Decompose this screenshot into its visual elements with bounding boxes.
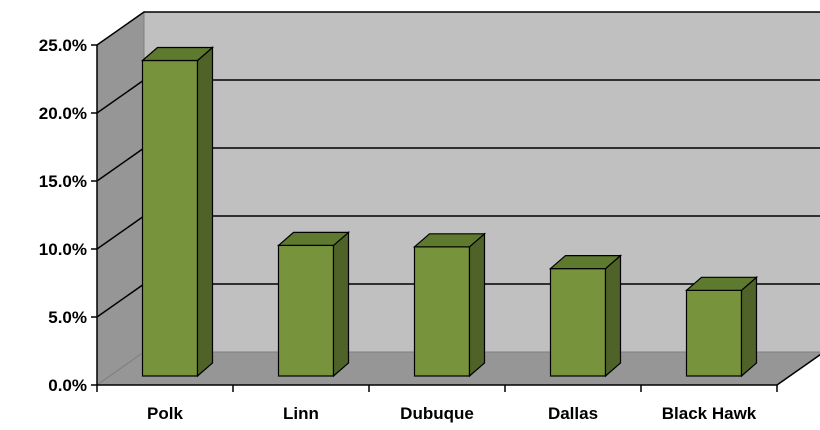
x-category-label: Black Hawk <box>662 404 757 423</box>
bar-side <box>604 254 622 378</box>
bar-side <box>468 232 486 378</box>
bar-front <box>549 267 607 377</box>
y-tick-label: 5.0% <box>48 308 87 327</box>
bar-top <box>276 231 351 246</box>
bar-top <box>548 255 623 270</box>
bar <box>548 254 623 378</box>
bar-top <box>684 276 759 291</box>
x-axis-category-labels: Polk Linn Dubuque Dallas Black Hawk <box>147 404 757 423</box>
bar <box>412 232 487 378</box>
y-axis-tick-labels: 0.0% 5.0% 10.0% 15.0% 20.0% 25.0% <box>39 36 87 395</box>
bar-front <box>141 59 199 377</box>
floor-edge <box>776 353 820 386</box>
bars <box>140 46 759 378</box>
bar-side <box>332 231 350 378</box>
y-tick-label: 0.0% <box>48 376 87 395</box>
y-tick-label: 20.0% <box>39 104 87 123</box>
bar-top <box>140 46 215 62</box>
bar-side <box>196 46 214 378</box>
bar <box>684 275 759 378</box>
bar-front <box>277 244 335 377</box>
side-wall <box>96 11 145 386</box>
y-tick-label: 15.0% <box>39 172 87 191</box>
y-tick-label: 25.0% <box>39 36 87 55</box>
axes <box>91 44 820 392</box>
x-category-label: Linn <box>283 404 319 423</box>
x-category-label: Dallas <box>548 404 598 423</box>
x-category-label: Polk <box>147 404 183 423</box>
y-tick-label: 10.0% <box>39 240 87 259</box>
bar <box>140 46 215 378</box>
bar-top <box>412 233 487 248</box>
bar-front <box>413 246 471 377</box>
bar-front <box>685 289 743 377</box>
gridline <box>96 11 820 46</box>
bar <box>276 231 351 378</box>
x-category-label: Dubuque <box>400 404 474 423</box>
bar-side <box>740 275 758 378</box>
